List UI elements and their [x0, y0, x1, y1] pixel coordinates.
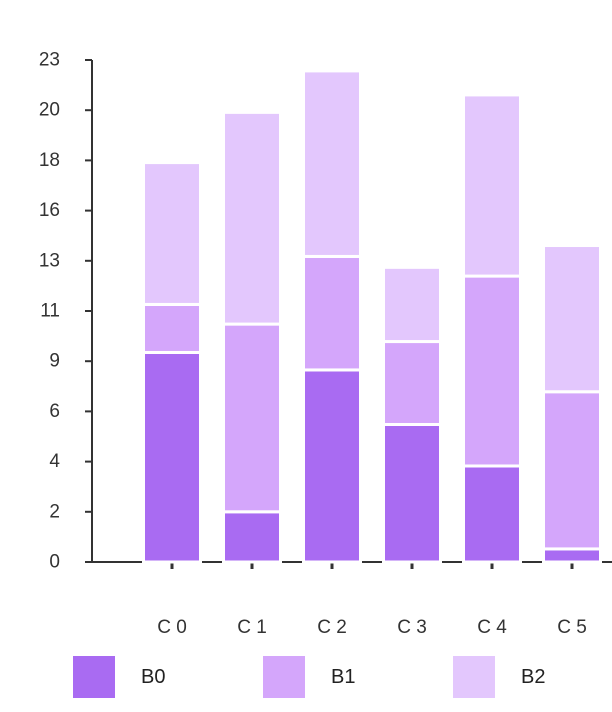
- y-tick-label: 0: [49, 552, 60, 573]
- legend-swatch-b2: [453, 656, 495, 698]
- y-tick-label: 16: [39, 200, 60, 221]
- bar-segment-b0: [142, 350, 202, 564]
- legend-item-b1: B1: [263, 655, 355, 699]
- bars: [142, 69, 602, 564]
- bar-segment-b1: [462, 274, 522, 468]
- y-tick-label: 23: [39, 50, 60, 71]
- bar-segment-b0: [542, 547, 602, 564]
- y-tick-label: 13: [39, 250, 60, 271]
- bar-segment-b1: [382, 340, 442, 426]
- y-tick-label: 4: [49, 451, 60, 472]
- bar-segment-b1: [302, 254, 362, 372]
- bar-segment-b0: [302, 368, 362, 564]
- bar-segment-b2: [222, 110, 282, 326]
- bar-segment-b2: [302, 69, 362, 258]
- bar-segment-b1: [222, 322, 282, 514]
- y-tick-label: 6: [49, 401, 60, 422]
- stacked-bar-chart: 0 2 4 6 9 11 13 16 18 20 23 C 0 C 1 C 2 C 3 C 4 C 5: [39, 50, 612, 638]
- x-tick-label: C 2: [317, 617, 347, 638]
- y-tick-label: 2: [49, 501, 60, 522]
- legend-label-b0: B0: [141, 665, 166, 688]
- legend-label-b2: B2: [521, 665, 546, 688]
- y-axis: 0 2 4 6 9 11 13 16 18 20 23: [39, 50, 93, 573]
- x-tick-label: C 3: [397, 617, 427, 638]
- bar-segment-b2: [542, 244, 602, 394]
- x-tick-label: C 0: [157, 617, 187, 638]
- bar-segment-b2: [382, 265, 442, 344]
- legend-item-b2: B2: [453, 655, 545, 699]
- legend: B0 B1 B2: [0, 652, 612, 702]
- bar-segment-b2: [462, 93, 522, 278]
- bar-segment-b0: [382, 422, 442, 564]
- x-tick-label: C 5: [557, 617, 587, 638]
- bar-segment-b2: [142, 161, 202, 306]
- y-tick-label: 11: [40, 301, 60, 322]
- legend-item-b0: B0: [73, 655, 165, 699]
- legend-swatch-b0: [73, 656, 115, 698]
- bar-segment-b1: [142, 302, 202, 354]
- x-tick-label: C 1: [237, 617, 267, 638]
- y-tick-label: 20: [39, 100, 60, 121]
- legend-swatch-b1: [263, 656, 305, 698]
- bar-segment-b1: [542, 390, 602, 551]
- bar-segment-b0: [222, 510, 282, 564]
- bar-segment-b0: [462, 464, 522, 564]
- y-tick-label: 9: [49, 351, 60, 372]
- x-tick-label: C 4: [477, 617, 507, 638]
- x-axis: C 0 C 1 C 2 C 3 C 4 C 5: [88, 561, 612, 638]
- y-tick-label: 18: [39, 150, 60, 171]
- legend-label-b1: B1: [331, 665, 356, 688]
